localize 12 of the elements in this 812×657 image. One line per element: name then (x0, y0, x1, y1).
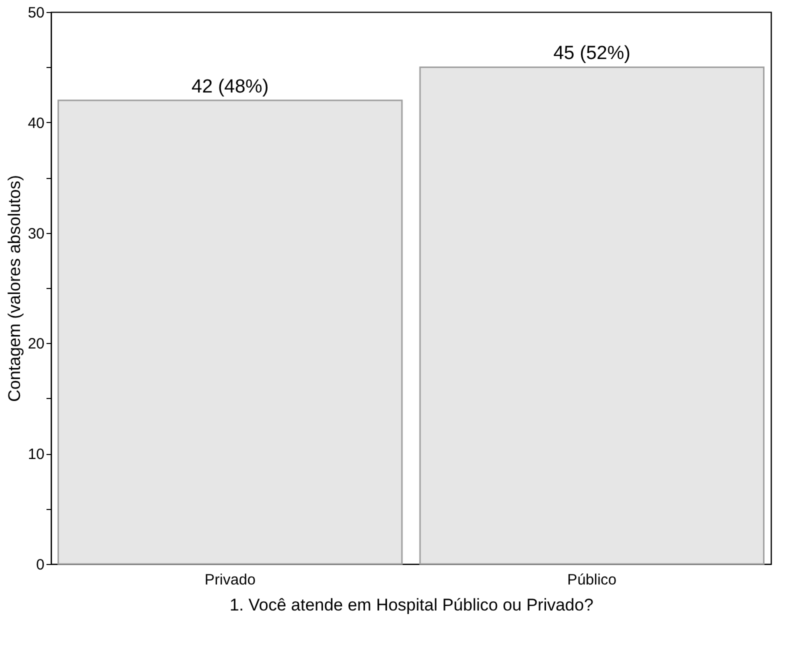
data-label: 45 (52%) (553, 43, 630, 64)
y-tick-label: 40 (28, 114, 44, 132)
x-tick-label: Privado (204, 572, 256, 588)
y-axis-title: Contagem (valores absolutos) (4, 175, 24, 402)
y-tick-label: 0 (36, 556, 44, 574)
y-tick-label: 50 (28, 4, 44, 22)
y-tick-label: 20 (28, 336, 44, 353)
x-tick-label: Público (567, 572, 617, 588)
y-tick-label: 30 (28, 225, 44, 242)
y-tick-label: 10 (28, 446, 44, 464)
data-label: 42 (48%) (192, 76, 269, 98)
x-axis-title: 1. Você atende em Hospital Público ou Privado? (230, 596, 594, 614)
